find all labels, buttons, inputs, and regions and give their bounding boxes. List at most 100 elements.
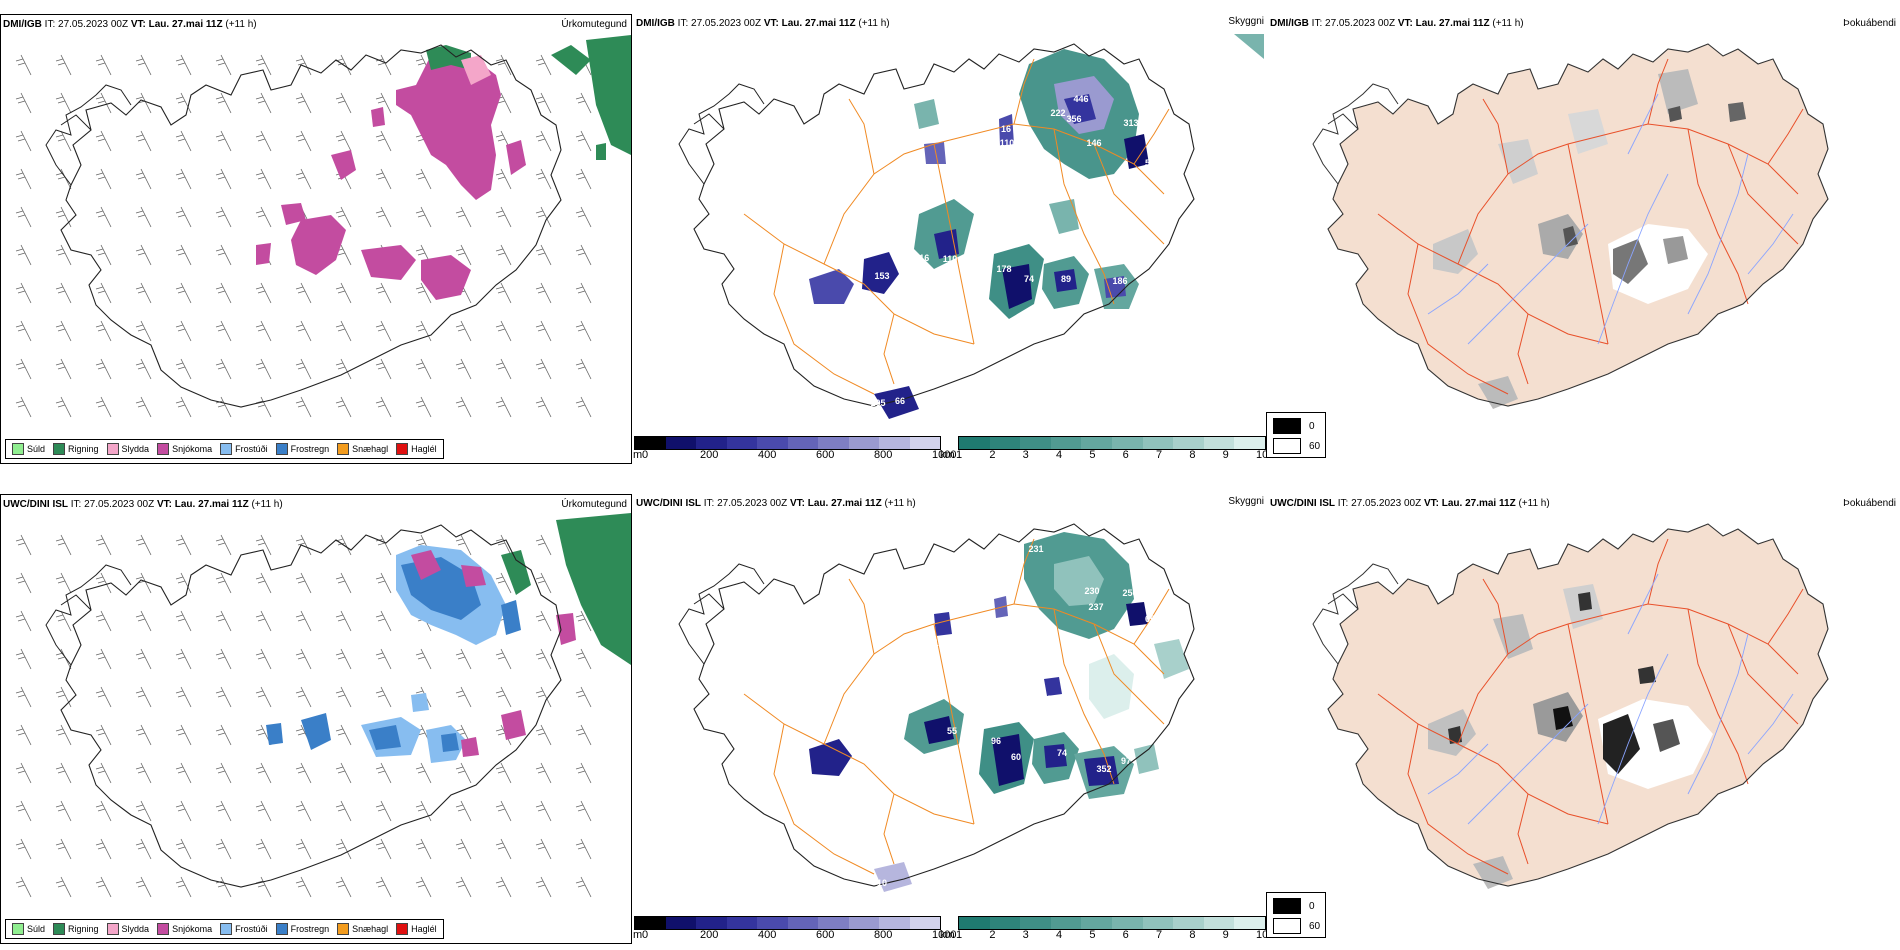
wind-barb — [375, 320, 392, 342]
road — [1687, 608, 1749, 785]
wind-barb — [535, 800, 552, 822]
wind-barb — [335, 648, 352, 670]
colorbar-segment — [635, 437, 666, 449]
river — [1597, 653, 1669, 825]
wind-barb — [575, 838, 592, 860]
wind-barb — [455, 648, 472, 670]
wind-barb — [535, 610, 552, 632]
precip-areas — [256, 35, 631, 300]
wind-barb — [535, 168, 552, 190]
wind-barb — [375, 648, 392, 670]
fog-swatch-60 — [1273, 918, 1301, 934]
ceiling-max-label: 178 — [996, 264, 1011, 274]
wind-barb — [375, 686, 392, 708]
ceiling-max-labels: 446 356 146 313 58 222 16 110 116 153 110 178 74 89 18… — [870, 94, 1155, 408]
wind-barb — [135, 244, 152, 266]
wind-barb — [215, 320, 232, 342]
colorbar-segment — [909, 437, 940, 449]
wind-barb — [175, 800, 192, 822]
wind-barb — [95, 610, 112, 632]
wind-barb — [495, 648, 512, 670]
westfjords-coast — [45, 564, 132, 666]
ceiling-max-label: 110 — [1000, 138, 1015, 148]
fog-areas — [1433, 69, 1746, 409]
wind-barb — [255, 358, 272, 380]
wind-barb — [135, 206, 152, 228]
colorbar-tick: 2 — [989, 929, 996, 941]
ceiling-max-label: 97 — [1121, 756, 1131, 766]
wind-barb — [375, 92, 392, 114]
visibility-colorbar — [958, 916, 1266, 930]
colorbar-tick: 9 — [1222, 449, 1229, 461]
wind-barb — [135, 396, 152, 418]
wind-barb — [575, 762, 592, 784]
legend-item: Slydda — [106, 923, 149, 935]
visibility-unit: km — [940, 929, 955, 941]
wind-barb — [215, 206, 232, 228]
legend-swatch — [337, 923, 350, 935]
wind-barb — [255, 92, 272, 114]
wind-barb — [375, 610, 392, 632]
wind-barb — [135, 724, 152, 746]
legend-item: Frostúði — [220, 443, 268, 455]
wind-barb — [535, 838, 552, 860]
river — [1687, 633, 1749, 795]
wind-barb — [175, 168, 192, 190]
wind-barb — [495, 168, 512, 190]
wind-barb — [175, 206, 192, 228]
colorbar-tick: 0 — [642, 929, 649, 941]
wind-barb — [335, 572, 352, 594]
colorbar-tick: 4 — [1056, 449, 1063, 461]
wind-barb — [215, 724, 232, 746]
panel-title: Úrkomutegund — [561, 499, 627, 510]
legend-swatch — [53, 443, 66, 455]
wind-barb — [135, 800, 152, 822]
wind-barb — [55, 686, 72, 708]
wind-barb — [95, 168, 112, 190]
colorbar-segment — [959, 437, 990, 449]
wind-barb — [535, 130, 552, 152]
wind-barb — [295, 396, 312, 418]
wind-barb — [215, 92, 232, 114]
wind-barb — [255, 534, 272, 556]
wind-barb — [575, 358, 592, 380]
wind-barb — [135, 762, 152, 784]
legend-item: Haglél — [396, 923, 437, 935]
wind-barb — [575, 610, 592, 632]
wind-barb — [335, 92, 352, 114]
wind-barb — [415, 320, 432, 342]
legend-swatch — [220, 923, 233, 935]
wind-barb — [375, 838, 392, 860]
wind-barb — [15, 762, 32, 784]
wind-barb — [575, 282, 592, 304]
wind-barb — [255, 130, 272, 152]
road — [1727, 143, 1799, 245]
colorbar-segment — [787, 917, 818, 929]
panel-header: UWC/DINI ISL IT: 27.05.2023 00Z VT: Lau.… — [1270, 498, 1550, 509]
wind-barb — [535, 648, 552, 670]
wind-barb — [335, 762, 352, 784]
coastline — [693, 43, 1195, 407]
wind-barb — [95, 762, 112, 784]
wind-barb — [95, 838, 112, 860]
legend-swatch — [396, 443, 409, 455]
wind-barb — [95, 206, 112, 228]
fog-panel-dmi: DMI/IGB IT: 27.05.2023 00Z VT: Lau. 27.m… — [1268, 14, 1900, 464]
wind-barb — [215, 358, 232, 380]
legend-swatch — [275, 923, 288, 935]
fog-map — [1312, 43, 1829, 409]
road-network — [1377, 58, 1804, 395]
wind-barb — [495, 54, 512, 76]
road — [1053, 608, 1115, 785]
wind-barb — [55, 358, 72, 380]
road-network — [743, 58, 1170, 395]
wind-barb — [95, 800, 112, 822]
iceland-outline — [45, 524, 562, 888]
colorbar-tick: 10 — [1256, 449, 1269, 461]
legend-item: Slydda — [106, 443, 149, 455]
wind-barb — [135, 838, 152, 860]
road — [1567, 143, 1609, 345]
fog-land — [1328, 524, 1828, 886]
wind-barb — [335, 838, 352, 860]
wind-barb — [15, 244, 32, 266]
